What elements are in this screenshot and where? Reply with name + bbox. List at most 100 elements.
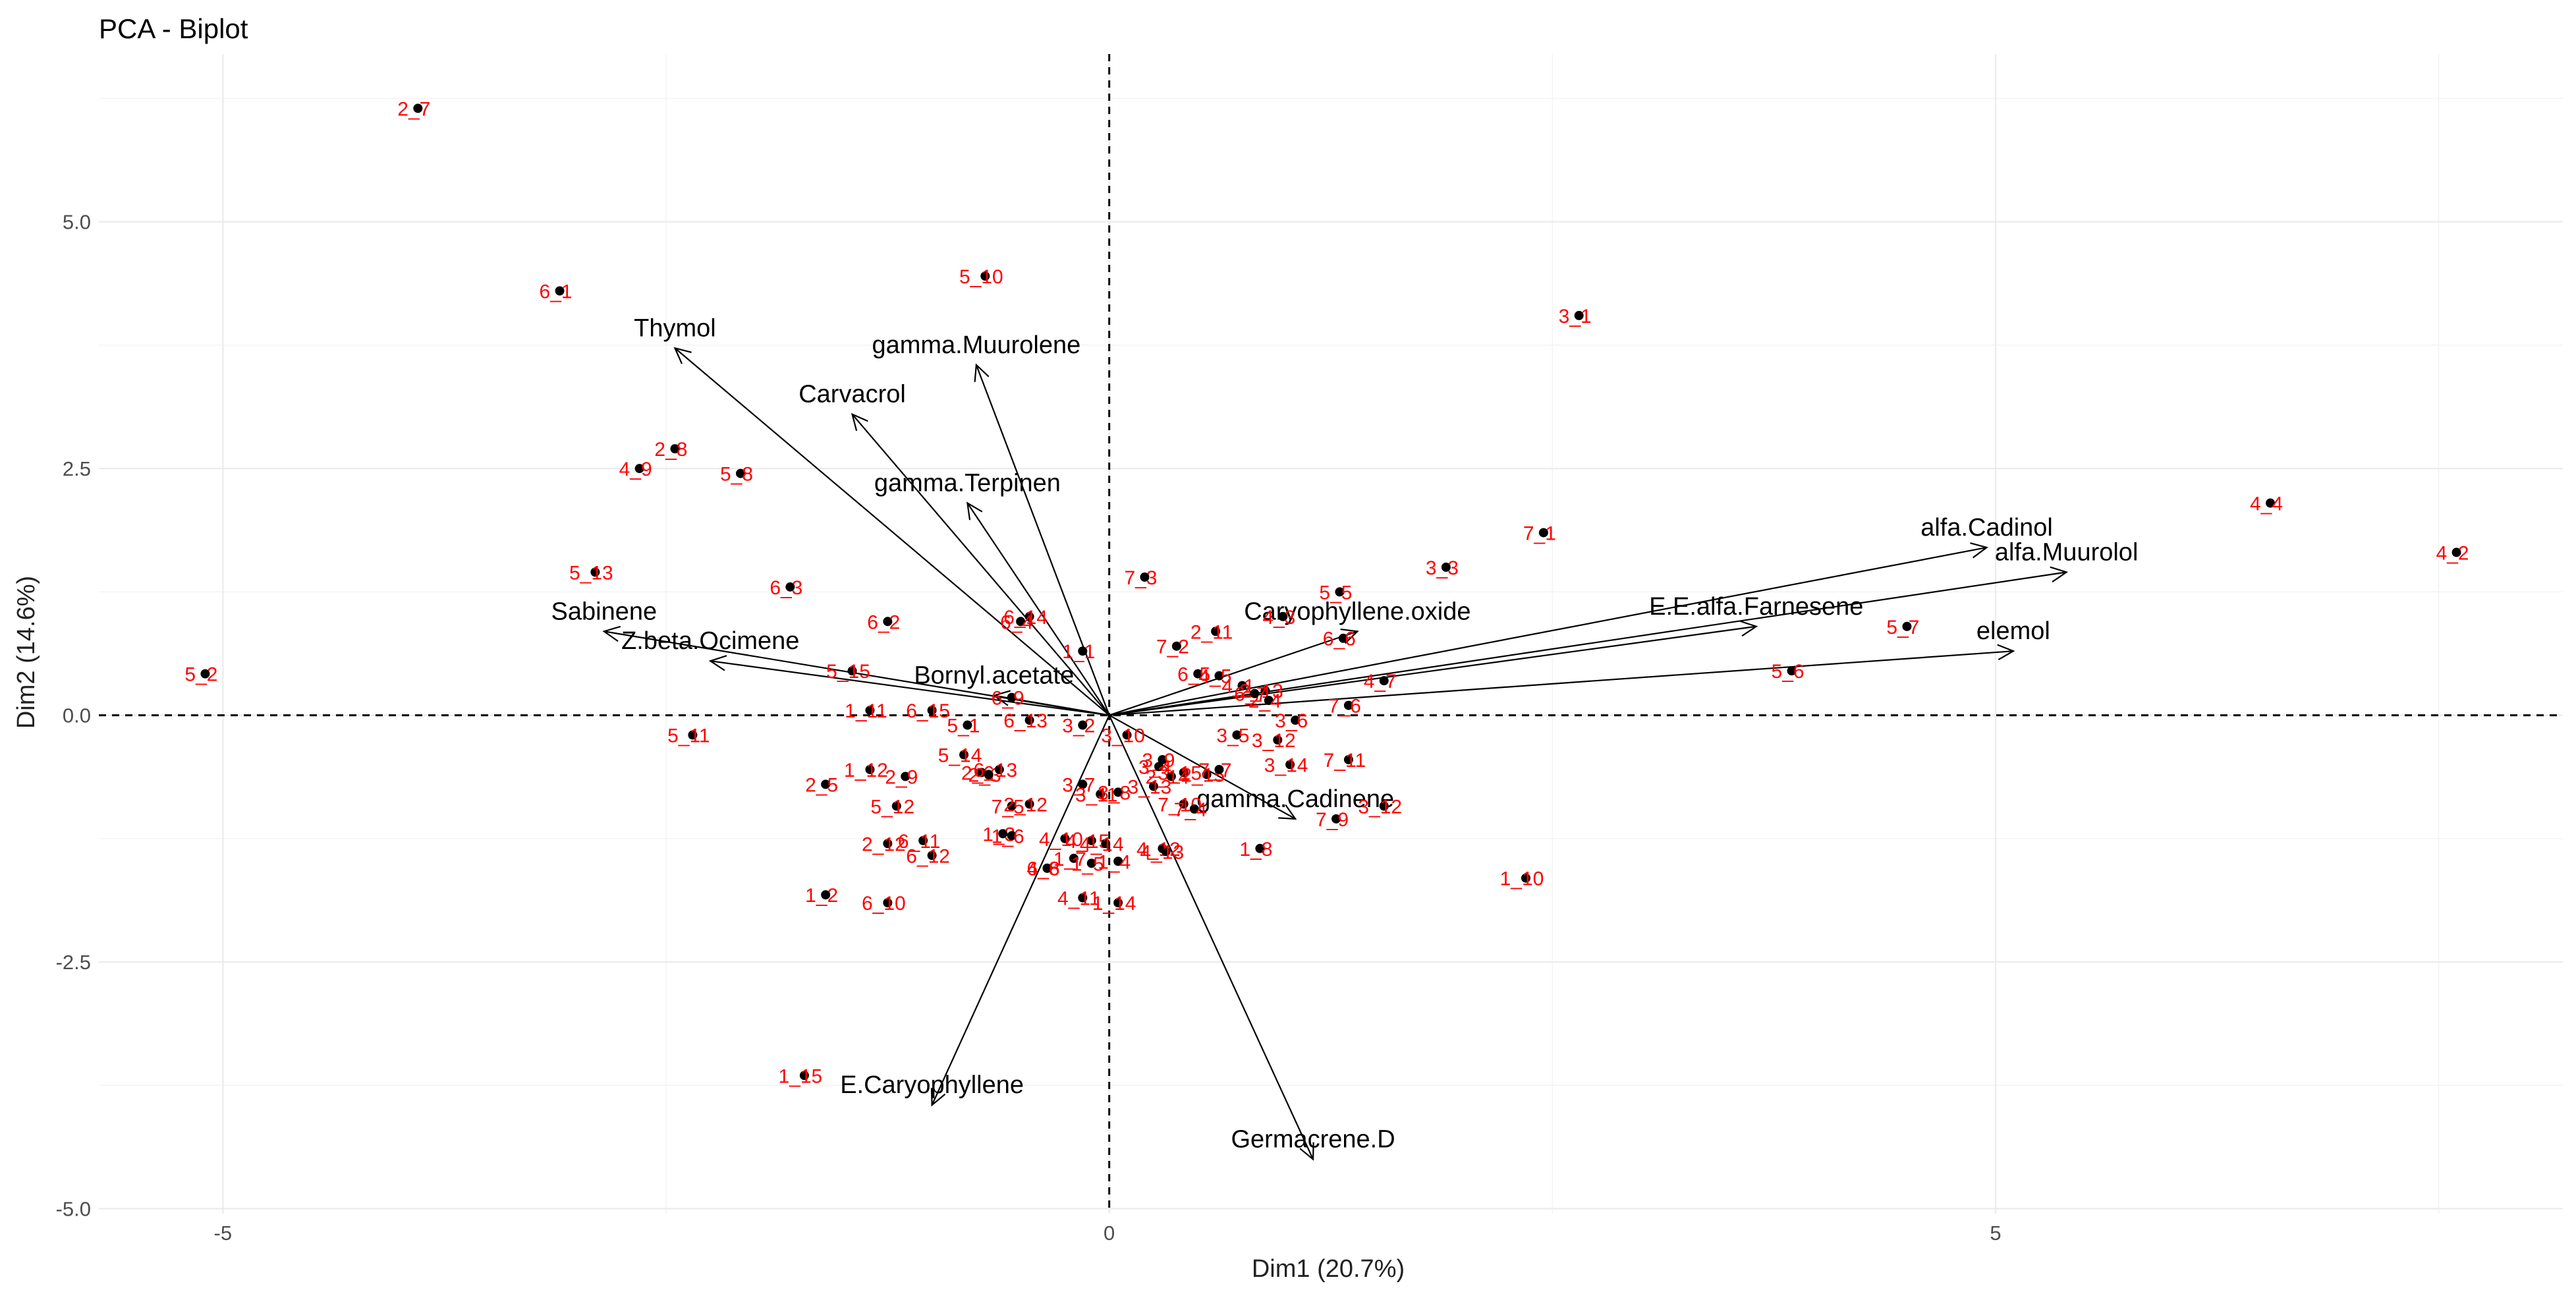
observation-label: 1_15 bbox=[779, 1065, 823, 1087]
observation-label: 3_13 bbox=[1128, 776, 1172, 798]
observation-point bbox=[1078, 779, 1088, 789]
observation-point bbox=[799, 1071, 809, 1081]
observation-point bbox=[1078, 893, 1088, 903]
x-tick-label: -5 bbox=[214, 1222, 233, 1245]
observation-point bbox=[984, 770, 994, 779]
observation-label: 7_5 bbox=[992, 796, 1024, 818]
observation-label: 3_7 bbox=[1062, 774, 1095, 796]
variable-label: Thymol bbox=[634, 314, 716, 342]
observation-label: 6_14 bbox=[1003, 607, 1048, 629]
observation-label: 5_8 bbox=[720, 464, 753, 486]
observation-point bbox=[1086, 835, 1096, 845]
variable-label: gamma.Muurolene bbox=[872, 331, 1080, 359]
observation-label: 4_4 bbox=[2250, 493, 2283, 515]
observation-label: 1_8 bbox=[1239, 839, 1272, 860]
observation-label: 7_2 bbox=[1156, 636, 1189, 658]
observation-label: 5_5 bbox=[1319, 582, 1352, 604]
observation-point bbox=[413, 103, 423, 113]
y-tick-label: 5.0 bbox=[63, 211, 91, 234]
observation-label: 1_7 bbox=[1053, 849, 1086, 870]
observation-label: 7_11 bbox=[1324, 750, 1366, 772]
observation-label: 6_4 bbox=[1000, 611, 1033, 633]
x-axis-title: Dim1 (20.7%) bbox=[1252, 1255, 1405, 1283]
observation-point bbox=[883, 617, 893, 627]
observation-point bbox=[590, 567, 600, 577]
variable-label: E.Caryophyllene bbox=[840, 1071, 1024, 1099]
observation-point bbox=[1538, 528, 1548, 538]
observation-point bbox=[1379, 801, 1389, 811]
x-tick-label: 0 bbox=[1104, 1222, 1115, 1245]
variable-arrowhead bbox=[1299, 1142, 1314, 1161]
observation-label: 1_1 bbox=[1062, 641, 1095, 663]
variable-arrow bbox=[1109, 650, 2013, 716]
variable-arrowhead bbox=[1739, 620, 1758, 637]
observation-point bbox=[634, 464, 644, 474]
observation-point bbox=[963, 720, 972, 730]
observation-point bbox=[918, 835, 928, 845]
observation-point bbox=[994, 764, 1004, 774]
observation-label: 3_10 bbox=[1101, 725, 1145, 747]
observation-point bbox=[1902, 621, 1912, 631]
observation-point bbox=[1024, 716, 1034, 725]
variable-arrow bbox=[1109, 625, 1756, 716]
observation-point bbox=[865, 764, 875, 774]
observation-label: 6_15 bbox=[906, 700, 950, 722]
observation-point bbox=[1335, 587, 1345, 597]
observation-label: 1_5 bbox=[1071, 853, 1104, 875]
observation-label: 1_11 bbox=[845, 700, 887, 722]
observation-point bbox=[1291, 716, 1301, 725]
observation-label: 1_4 bbox=[1098, 851, 1131, 873]
observation-label: 4_1 bbox=[1221, 676, 1254, 698]
observation-label: 7_7 bbox=[1198, 760, 1231, 781]
observation-point bbox=[1078, 720, 1088, 730]
variable-arrowhead bbox=[966, 501, 983, 520]
observation-label: 3_6 bbox=[1275, 710, 1308, 732]
observation-label: 1_14 bbox=[1092, 893, 1136, 914]
observation-point bbox=[1285, 760, 1295, 770]
observation-point bbox=[1042, 863, 1052, 873]
observation-point bbox=[1113, 898, 1123, 908]
observation-point bbox=[1214, 671, 1224, 681]
observation-point bbox=[1007, 831, 1017, 841]
variable-arrowhead bbox=[2050, 566, 2069, 582]
variable-arrowhead bbox=[992, 690, 1011, 706]
y-tick-label: 2.5 bbox=[63, 457, 91, 480]
observation-label: 7_4 bbox=[1174, 799, 1207, 821]
observation-label: 3_11 bbox=[1075, 784, 1118, 806]
observation-point bbox=[1007, 692, 1017, 702]
variable-arrowhead bbox=[974, 363, 990, 382]
observation-point bbox=[785, 582, 795, 592]
variable-arrowhead bbox=[1278, 804, 1297, 820]
observation-label: 7_6 bbox=[1328, 696, 1361, 717]
observation-point bbox=[1441, 562, 1451, 572]
observation-label: 3_8 bbox=[1098, 782, 1131, 804]
observation-label: 5_11 bbox=[667, 725, 710, 747]
observation-point bbox=[1189, 804, 1199, 814]
variable-label: alfa.Muurolol bbox=[1995, 538, 2139, 566]
observation-label: 7_1 bbox=[1523, 522, 1556, 544]
observation-label: 1_6 bbox=[992, 826, 1024, 847]
observation-label: 3_15 bbox=[1158, 762, 1202, 784]
observation-label: 2_8 bbox=[654, 439, 687, 461]
observation-point bbox=[998, 829, 1008, 839]
observation-point bbox=[976, 768, 986, 777]
variable-label: alfa.Cadinol bbox=[1920, 514, 2053, 542]
observation-points: 2_7 6_1 5_10 3_1 2_84_9 5_8 4_4 4_2 7_1 5_13 6_3 3_… bbox=[184, 98, 2469, 1087]
variable-label: Z.beta.Ocimene bbox=[621, 627, 799, 655]
observation-point bbox=[1202, 770, 1212, 779]
observation-point bbox=[736, 468, 746, 478]
variable-arrow bbox=[1109, 714, 1296, 820]
observation-label: 4_13 bbox=[1140, 841, 1184, 863]
observation-point bbox=[847, 666, 857, 676]
observation-label: 4_10 bbox=[1039, 829, 1083, 851]
observation-label: 6_11 bbox=[898, 831, 941, 853]
observation-point bbox=[1179, 768, 1189, 777]
observation-label: 4_5 bbox=[1198, 666, 1231, 688]
observation-point bbox=[1161, 847, 1171, 857]
observation-point bbox=[1343, 754, 1353, 764]
observation-point bbox=[1096, 789, 1106, 799]
variable-arrowhead bbox=[1997, 644, 2015, 661]
observation-label: 5_1 bbox=[947, 716, 980, 737]
observation-label: 4_7 bbox=[1364, 671, 1397, 692]
